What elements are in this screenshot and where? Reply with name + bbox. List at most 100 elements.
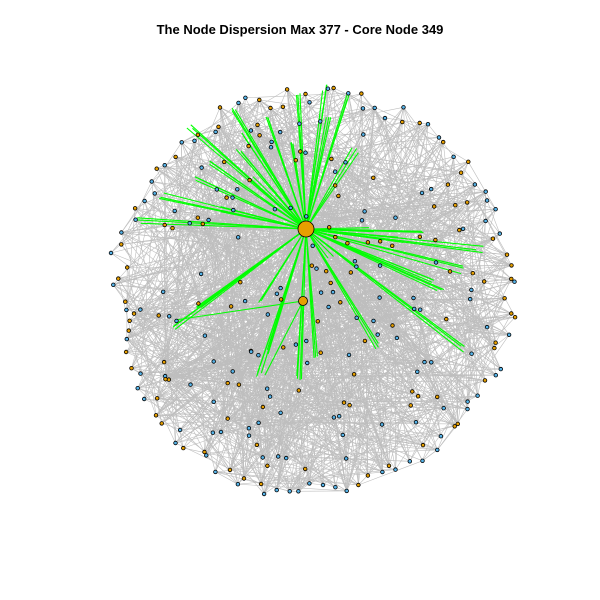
edge (305, 228, 459, 425)
graph-node (174, 318, 179, 324)
edge (175, 156, 199, 304)
edge (280, 202, 468, 300)
graph-node (276, 454, 281, 459)
graph-node (138, 371, 143, 376)
graph-node (345, 240, 350, 246)
graph-node (415, 394, 421, 399)
edge (125, 228, 307, 353)
edge (156, 316, 170, 399)
edge (403, 107, 516, 318)
edge (409, 408, 444, 462)
graph-node (365, 240, 371, 245)
edge (260, 300, 304, 485)
edge (229, 426, 455, 471)
graph-node (315, 319, 320, 324)
edge (415, 326, 488, 423)
secondary-node (298, 296, 308, 306)
graph-node (411, 295, 416, 301)
graph-node (227, 467, 233, 473)
graph-node (211, 399, 216, 404)
graph-node (202, 333, 208, 338)
edge (278, 318, 447, 457)
edge (358, 460, 423, 486)
edge (437, 298, 505, 451)
edge (175, 156, 191, 385)
graph-node (432, 204, 437, 209)
edge (305, 184, 475, 230)
graph-node (371, 175, 376, 180)
graph-node (337, 414, 342, 419)
graph-node (280, 104, 286, 109)
edge (212, 432, 265, 495)
edge (260, 292, 322, 485)
edge (121, 191, 486, 245)
edge (327, 88, 396, 470)
edge (121, 142, 182, 233)
graph-node (133, 217, 138, 222)
edge (320, 292, 347, 459)
edge (305, 228, 478, 396)
edge (303, 225, 340, 417)
edge (208, 219, 262, 485)
graph-node (484, 198, 490, 203)
highlight-edge (248, 177, 307, 230)
edge (118, 241, 381, 279)
graph-node (267, 394, 273, 399)
graph-node (274, 487, 279, 493)
edge (361, 220, 459, 425)
graph-node (490, 236, 496, 241)
graph-node (260, 455, 265, 460)
graph-node (199, 165, 204, 170)
edge (165, 378, 347, 492)
highlight-edge (305, 228, 404, 243)
graph-node (135, 386, 140, 391)
edge (176, 320, 350, 356)
edge (267, 314, 417, 423)
edge (469, 299, 486, 381)
graph-node (195, 132, 201, 137)
edge (201, 167, 307, 230)
edge (460, 172, 497, 376)
graph-node (418, 307, 423, 312)
graph-node (493, 340, 498, 345)
edge (342, 107, 404, 436)
edge (435, 239, 472, 354)
graph-node (460, 226, 466, 231)
edge (280, 107, 404, 133)
edge (229, 300, 304, 471)
graph-node (284, 455, 289, 461)
edge (282, 93, 349, 108)
edge (262, 404, 350, 408)
graph-node (230, 369, 235, 374)
graph-node (255, 122, 260, 128)
edge (356, 107, 404, 318)
graph-node (235, 482, 241, 487)
edge (419, 122, 449, 185)
graph-node (318, 119, 323, 124)
edge (140, 300, 304, 374)
edge (121, 232, 515, 282)
graph-node (484, 324, 490, 330)
highlight-edge (305, 116, 330, 230)
edge (467, 191, 486, 410)
graph-node (394, 335, 400, 341)
edge (305, 228, 468, 410)
edge (305, 228, 488, 328)
edge (403, 107, 486, 381)
highlight-edge (245, 132, 307, 230)
graph-node (278, 297, 284, 302)
edge (412, 278, 512, 392)
edge (165, 298, 505, 380)
highlight-edge (305, 228, 406, 240)
graph-node (336, 193, 341, 199)
edge (129, 179, 250, 321)
edge (420, 309, 496, 376)
graph-node (472, 182, 478, 187)
edge (422, 209, 496, 446)
graph-node (304, 214, 309, 219)
edge (238, 228, 307, 238)
graph-node (293, 342, 299, 347)
edge (164, 224, 505, 299)
edge (346, 271, 451, 492)
graph-node (173, 154, 178, 160)
